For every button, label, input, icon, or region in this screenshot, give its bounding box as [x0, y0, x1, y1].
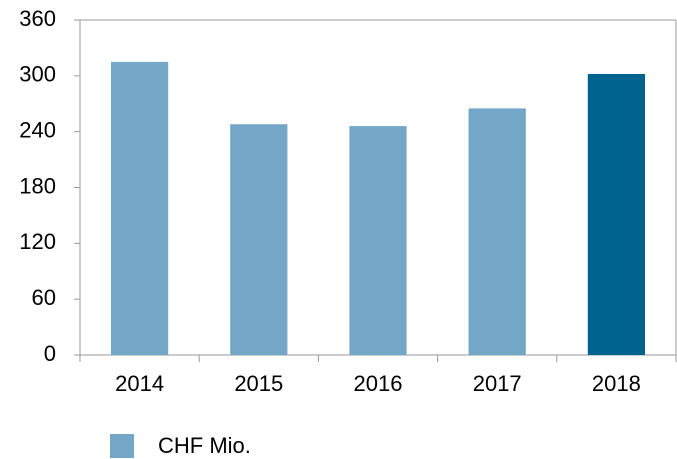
x-tick-label: 2016: [354, 371, 403, 396]
legend-label: CHF Mio.: [158, 433, 251, 458]
y-tick-label: 120: [19, 229, 56, 254]
bar: [230, 124, 288, 355]
y-tick-label: 0: [44, 341, 56, 366]
y-tick-label: 300: [19, 62, 56, 87]
bar: [587, 73, 646, 355]
x-tick-label: 2017: [473, 371, 522, 396]
bar: [468, 108, 526, 356]
y-tick-label: 60: [32, 285, 56, 310]
y-tick-label: 180: [19, 173, 56, 198]
x-tick-label: 2014: [115, 371, 164, 396]
y-tick-label: 360: [19, 6, 56, 31]
y-tick-label: 240: [19, 117, 56, 142]
x-tick-label: 2015: [234, 371, 283, 396]
bar: [110, 61, 169, 355]
x-tick-label: 2018: [592, 371, 641, 396]
bar: [349, 126, 407, 355]
legend-swatch: [110, 434, 134, 458]
